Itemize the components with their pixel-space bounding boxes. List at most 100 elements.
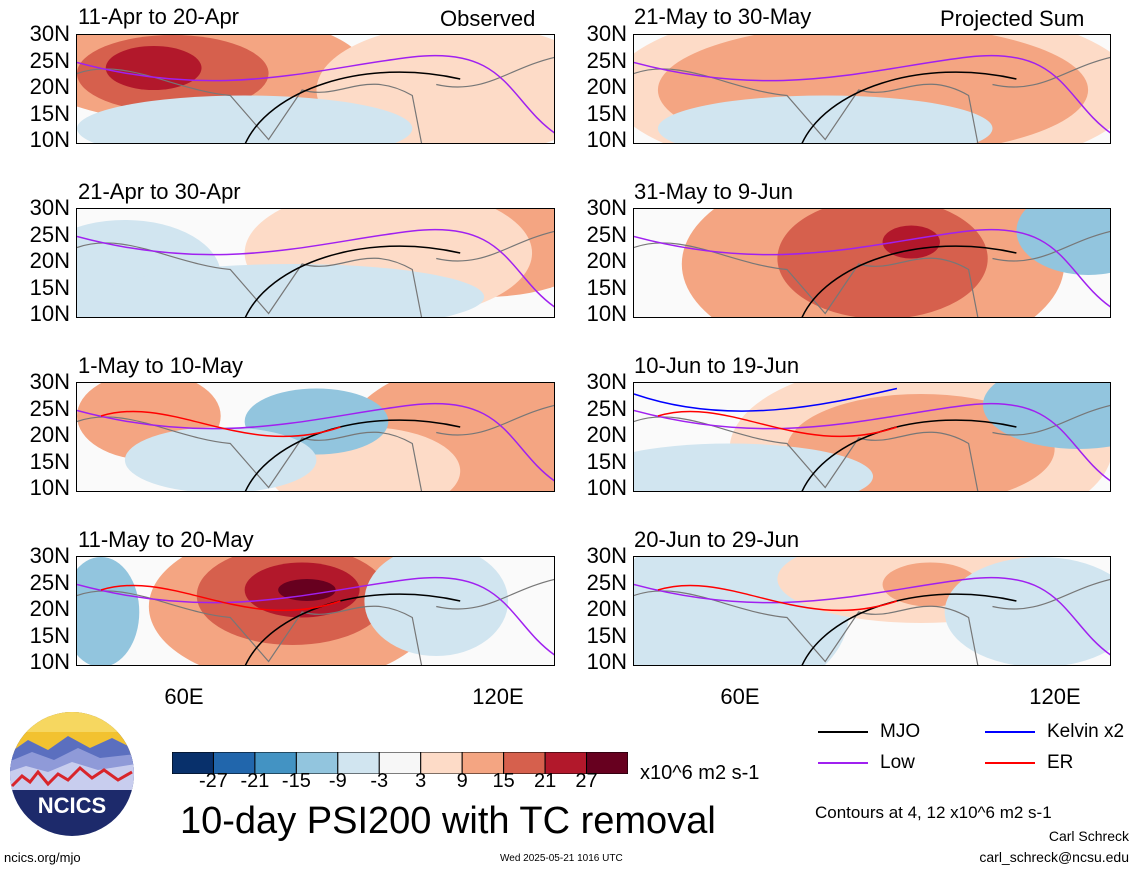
y-tick-label: 30N: [29, 195, 70, 220]
colorbar-label: 3: [415, 770, 427, 792]
y-tick-label: 20N: [29, 74, 70, 99]
anomaly-region: [105, 46, 202, 90]
contour-line: [657, 410, 898, 438]
contour-line: [634, 54, 1110, 134]
coastline: [634, 56, 1110, 143]
coastline: [77, 578, 554, 665]
legend-swatch: [818, 730, 868, 733]
panel-title: 1-May to 10-May: [78, 353, 244, 378]
x-tick-label: 120E: [472, 684, 524, 709]
map-20-jun: [633, 556, 1111, 666]
anomaly-region: [101, 264, 485, 317]
map-11-may: [76, 556, 555, 666]
colorbar-label: -15: [281, 770, 311, 792]
x-tick-label: 60E: [720, 684, 760, 709]
colorbar-label: 27: [575, 770, 598, 792]
anomaly-region: [77, 95, 413, 143]
legend-swatch: [985, 730, 1035, 733]
map-1-may: [76, 382, 555, 492]
contour-line: [244, 245, 461, 317]
coastline: [77, 56, 554, 143]
anomaly-region: [944, 557, 1110, 665]
y-tick-label: 30N: [586, 543, 627, 568]
y-tick-label: 25N: [29, 47, 70, 73]
y-tick-label: 30N: [29, 369, 70, 394]
colorbar-label: 21: [533, 770, 557, 792]
coastline: [77, 230, 554, 317]
panel-title: 31-May to 9-Jun: [634, 179, 793, 204]
y-tick-label: 15N: [586, 100, 627, 126]
map-11-apr: [76, 34, 555, 144]
chart-title: 10-day PSI200 with TC removal: [180, 800, 716, 842]
legend-mjo: MJO: [818, 721, 920, 743]
y-tick-label: 20N: [586, 248, 627, 273]
y-tick-label: 30N: [586, 369, 627, 394]
ncics-logo: NCICS: [10, 712, 134, 836]
anomaly-region: [634, 443, 873, 491]
contour-line: [77, 54, 554, 134]
y-tick-label: 15N: [29, 448, 70, 474]
y-tick-label: 10N: [29, 301, 70, 326]
contour-line: [634, 576, 1110, 656]
anomaly-region: [364, 557, 509, 656]
y-tick-label: 30N: [29, 543, 70, 568]
y-tick-label: 15N: [29, 100, 70, 126]
colorbar-label: -21: [240, 770, 270, 792]
panel-title: 21-May to 30-May: [634, 4, 812, 29]
projected-tag: Projected Sum: [940, 6, 1085, 31]
y-tick-label: 15N: [586, 622, 627, 648]
panel-title: 21-Apr to 30-Apr: [78, 179, 241, 204]
y-tick-label: 25N: [586, 569, 627, 595]
timestamp: Wed 2025-05-21 1016 UTC: [500, 853, 623, 864]
source-url[interactable]: ncics.org/mjo: [4, 850, 81, 865]
anomaly-region: [882, 225, 940, 259]
y-tick-label: 15N: [586, 448, 627, 474]
contour-line: [77, 228, 554, 308]
legend-swatch: [985, 761, 1035, 764]
units-label: x10^6 m2 s-1: [640, 762, 760, 784]
contour-line: [634, 228, 1110, 308]
anomaly-region: [77, 557, 140, 665]
y-tick-label: 20N: [29, 596, 70, 621]
y-tick-label: 10N: [586, 301, 627, 326]
colorbar-label: 9: [456, 770, 468, 792]
contour-note: Contours at 4, 12 x10^6 m2 s-1: [815, 803, 1052, 822]
anomaly-region: [124, 427, 317, 491]
y-tick-label: 30N: [29, 21, 70, 46]
y-tick-label: 25N: [29, 395, 70, 421]
colorbar: [172, 752, 628, 774]
contour-line: [77, 402, 554, 482]
legend-swatch: [818, 761, 868, 764]
y-tick-label: 10N: [586, 649, 627, 674]
y-tick-label: 10N: [586, 127, 627, 152]
y-tick-label: 25N: [586, 221, 627, 247]
map-31-may: [633, 208, 1111, 318]
anomaly-region: [657, 95, 993, 143]
colorbar-label: -27: [199, 770, 228, 792]
y-tick-label: 15N: [586, 274, 627, 300]
contour-line: [634, 402, 1110, 482]
map-21-may: [633, 34, 1111, 144]
x-tick-label: 60E: [164, 684, 204, 709]
contour-line: [100, 410, 341, 438]
panel-title: 10-Jun to 19-Jun: [634, 353, 800, 378]
author: Carl Schreck: [1048, 828, 1129, 844]
y-tick-label: 20N: [29, 248, 70, 273]
legend-er: ER: [985, 752, 1073, 774]
contour-line: [801, 245, 1017, 317]
y-tick-label: 25N: [29, 569, 70, 595]
y-tick-label: 20N: [586, 74, 627, 99]
coastline: [77, 404, 554, 491]
legend-low: Low: [818, 752, 915, 774]
y-tick-label: 10N: [29, 475, 70, 500]
x-tick-label: 120E: [1029, 684, 1081, 709]
contour-line: [657, 584, 898, 612]
panel-title: 20-Jun to 29-Jun: [634, 527, 800, 552]
y-tick-label: 30N: [586, 21, 627, 46]
map-10-jun: [633, 382, 1111, 492]
coastline: [634, 404, 1110, 491]
y-tick-label: 10N: [586, 475, 627, 500]
anomaly-region: [278, 579, 336, 601]
colorbar-label: -3: [370, 770, 389, 792]
contour-line: [244, 71, 461, 143]
